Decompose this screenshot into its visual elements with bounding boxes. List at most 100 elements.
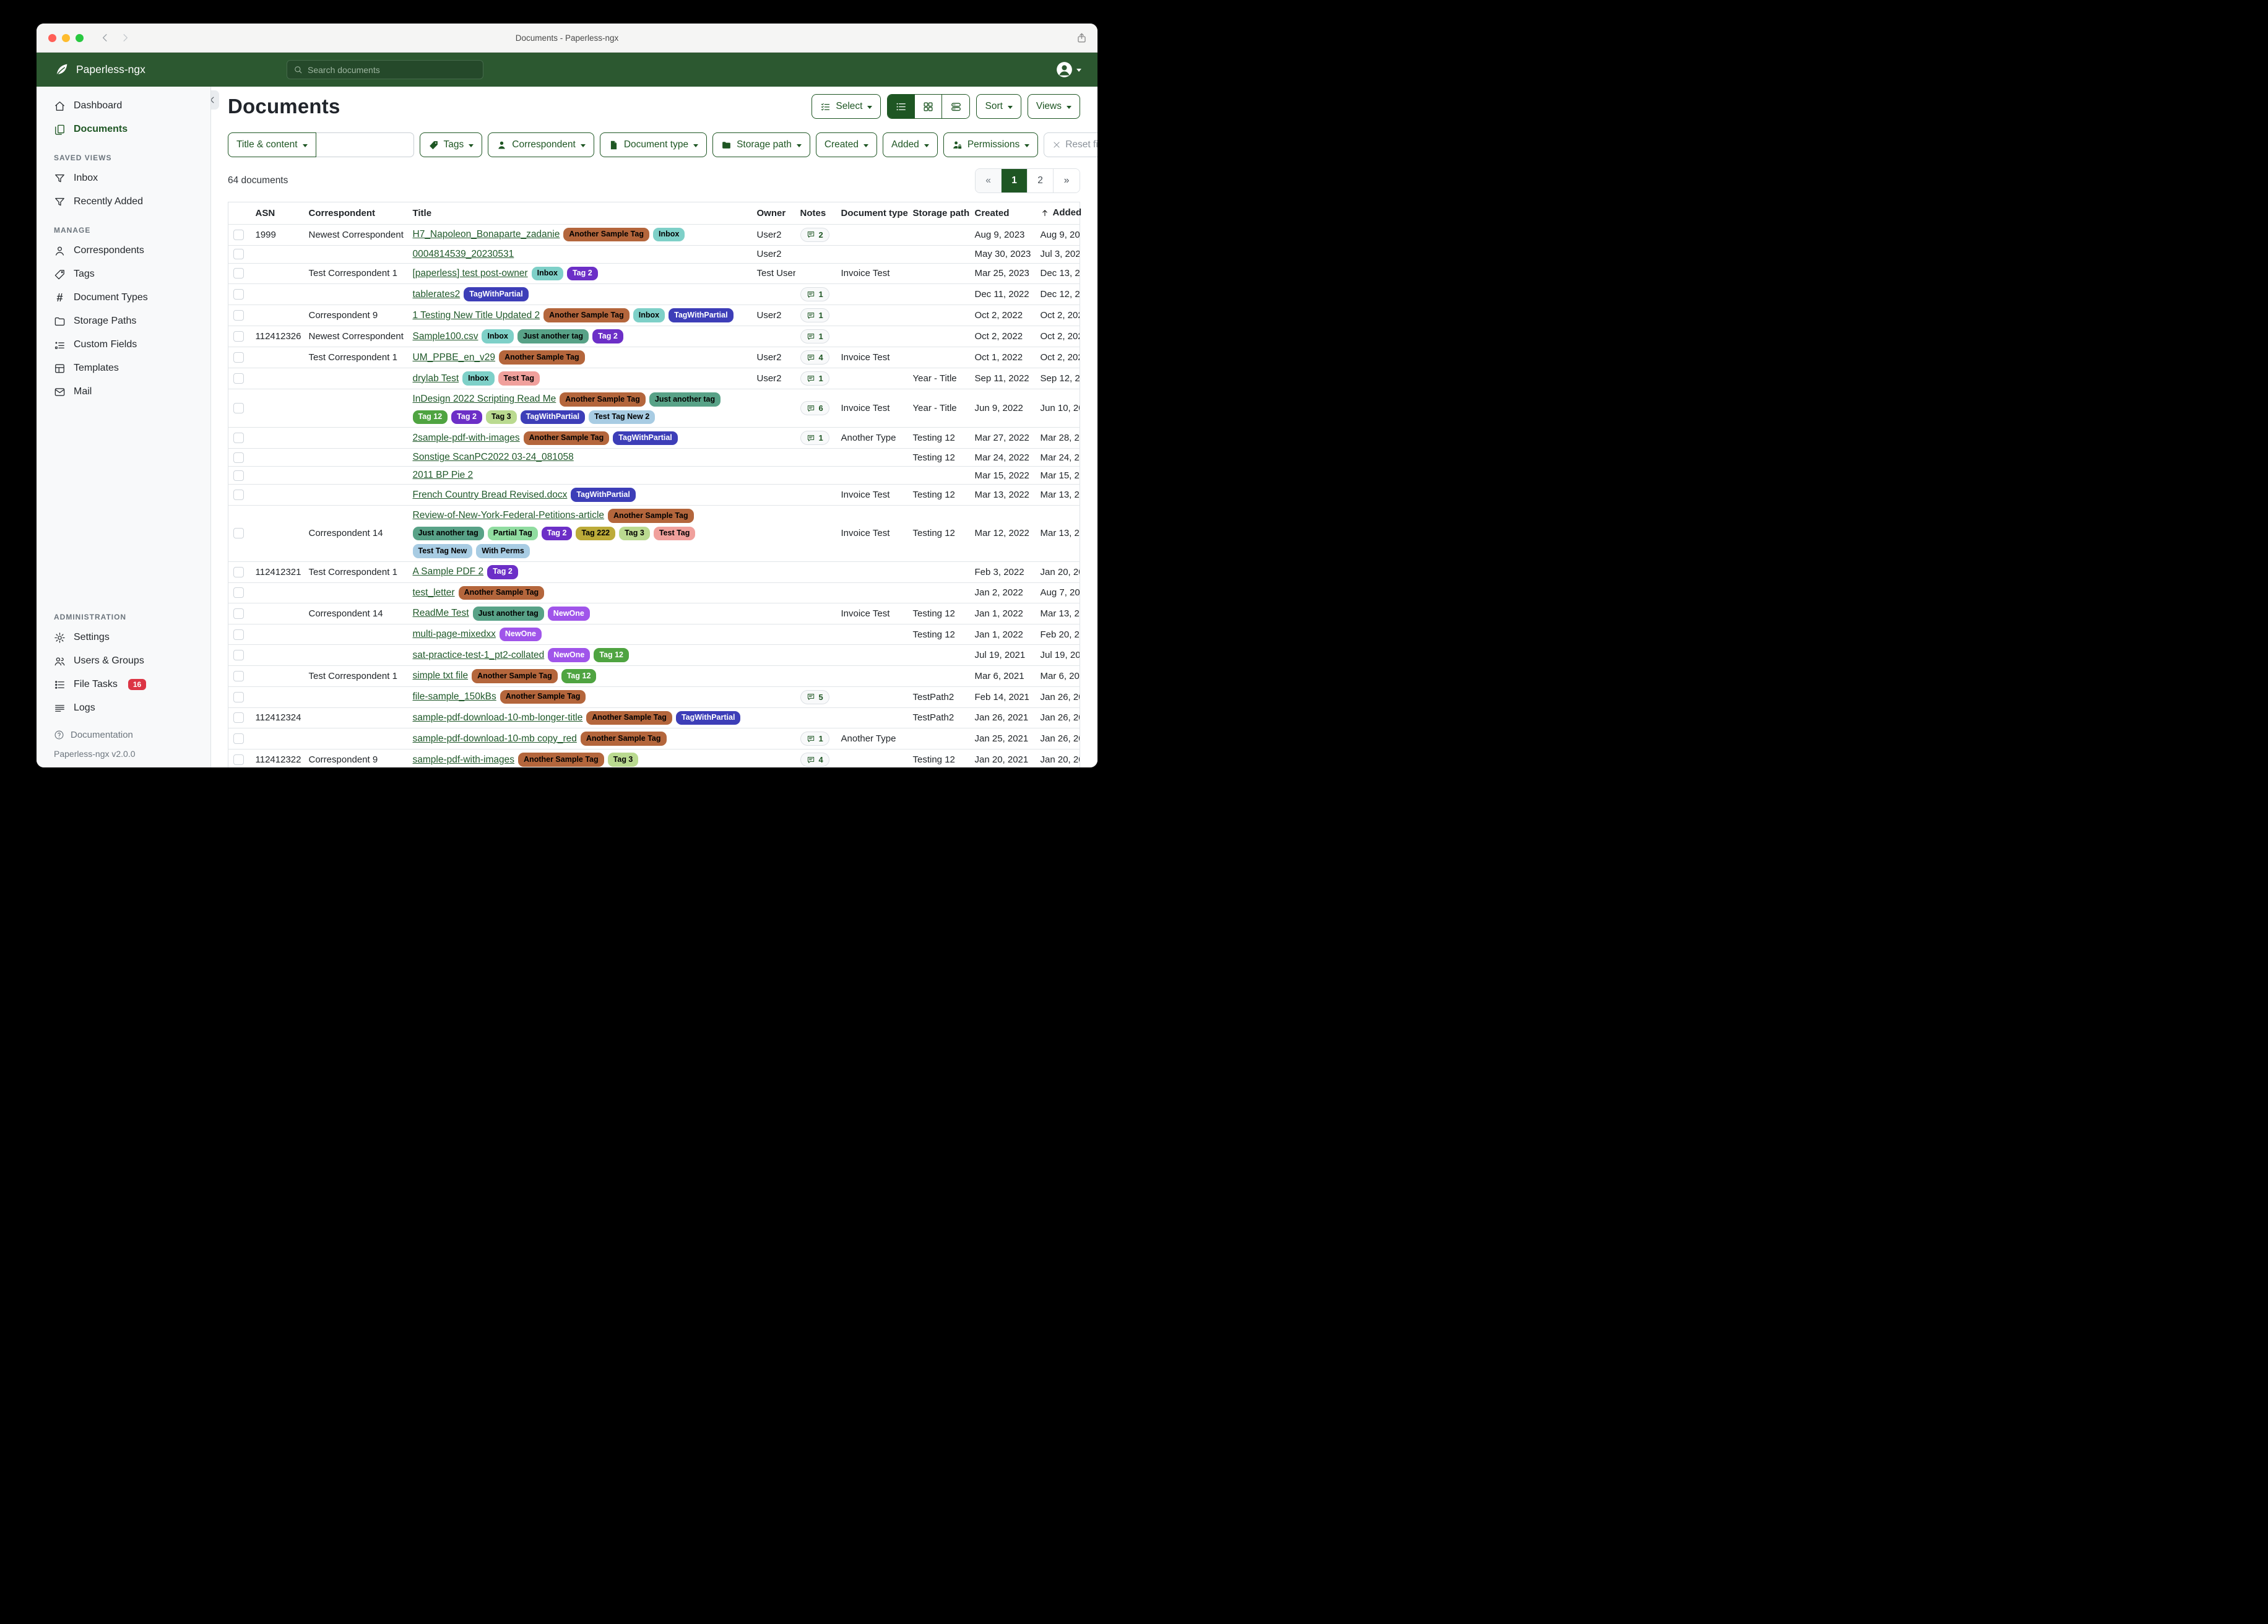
tag-badge[interactable]: Test Tag	[498, 371, 540, 386]
sidebar-collapse-button[interactable]	[211, 90, 219, 110]
correspondent-cell[interactable]	[303, 707, 408, 728]
document-title-link[interactable]: sample-pdf-download-10-mb-longer-title	[412, 712, 583, 723]
storage-path-cell[interactable]	[907, 665, 970, 687]
correspondent-cell[interactable]	[303, 283, 408, 305]
row-checkbox[interactable]	[233, 470, 244, 481]
document-type-cell[interactable]	[836, 326, 908, 347]
document-title-link[interactable]: 0004814539_20230531	[412, 248, 514, 259]
tag-badge[interactable]: Just another tag	[472, 607, 544, 621]
storage-path-cell[interactable]: Testing 12	[907, 603, 970, 624]
tag-badge[interactable]: Another Sample Tag	[472, 669, 558, 683]
tag-badge[interactable]: Test Tag New	[412, 544, 473, 558]
storage-path-cell[interactable]: Testing 12	[907, 623, 970, 645]
row-checkbox[interactable]	[233, 249, 244, 259]
tag-badge[interactable]: Just another tag	[517, 329, 589, 343]
row-checkbox[interactable]	[233, 670, 244, 681]
tag-badge[interactable]: TagWithPartial	[520, 410, 586, 425]
row-checkbox[interactable]	[233, 403, 244, 414]
document-type-cell[interactable]	[836, 623, 908, 645]
permissions-filter-button[interactable]: Permissions	[943, 132, 1039, 157]
document-type-cell[interactable]: Invoice Test	[836, 505, 908, 562]
user-menu[interactable]	[1056, 61, 1081, 78]
sidebar-item-settings[interactable]: Settings	[37, 626, 210, 649]
document-title-link[interactable]: ReadMe Test	[412, 608, 469, 619]
row-checkbox[interactable]	[233, 268, 244, 279]
notes-badge[interactable]: 6	[800, 401, 829, 416]
row-checkbox[interactable]	[233, 452, 244, 463]
select-button[interactable]: Select	[812, 94, 881, 119]
document-title-link[interactable]: tablerates2	[412, 288, 461, 300]
document-type-cell[interactable]	[836, 283, 908, 305]
row-checkbox[interactable]	[233, 373, 244, 384]
storage-path-cell[interactable]: Testing 12	[907, 427, 970, 449]
column-header-title[interactable]: Title	[412, 208, 432, 219]
correspondent-cell[interactable]	[303, 368, 408, 389]
reset-filters-button[interactable]: Reset filters	[1044, 132, 1097, 157]
tag-badge[interactable]: Inbox	[482, 329, 514, 343]
storage-path-cell[interactable]	[907, 304, 970, 326]
tag-badge[interactable]: Tag 3	[485, 410, 517, 425]
tag-badge[interactable]: TagWithPartial	[675, 710, 741, 725]
close-window-button[interactable]	[48, 33, 56, 42]
tag-badge[interactable]: Tag 2	[451, 410, 482, 425]
document-type-cell[interactable]: Another Type	[836, 427, 908, 449]
correspondent-cell[interactable]	[303, 448, 408, 467]
row-checkbox[interactable]	[233, 712, 244, 723]
document-type-cell[interactable]	[836, 665, 908, 687]
view-list-button[interactable]	[888, 95, 915, 118]
correspondent-cell[interactable]	[303, 644, 408, 666]
document-title-link[interactable]: 2sample-pdf-with-images	[412, 432, 520, 443]
correspondent-cell[interactable]	[303, 582, 408, 603]
tag-badge[interactable]: With Perms	[476, 544, 530, 558]
tag-badge[interactable]: Tag 222	[576, 526, 616, 541]
storage-path-cell[interactable]: Testing 12	[907, 749, 970, 767]
forward-icon[interactable]	[119, 32, 131, 43]
pagination-prev[interactable]: «	[976, 169, 1002, 192]
document-title-link[interactable]: drylab Test	[412, 373, 459, 384]
tags-filter-button[interactable]: Tags	[419, 132, 483, 157]
correspondent-cell[interactable]: Correspondent 14	[303, 603, 408, 624]
document-type-cell[interactable]	[836, 223, 908, 245]
sidebar-item-correspondents[interactable]: Correspondents	[37, 239, 210, 262]
search-box[interactable]	[287, 60, 483, 79]
pagination-next[interactable]: »	[1054, 169, 1080, 192]
sort-button[interactable]: Sort	[976, 94, 1021, 119]
row-checkbox[interactable]	[233, 229, 244, 240]
column-header-document-type[interactable]: Document type	[841, 208, 908, 219]
tag-badge[interactable]: TagWithPartial	[464, 287, 529, 301]
document-title-link[interactable]: InDesign 2022 Scripting Read Me	[412, 394, 556, 405]
row-checkbox[interactable]	[233, 587, 244, 598]
column-header-added[interactable]: Added	[1036, 202, 1081, 225]
tag-badge[interactable]: Tag 3	[607, 753, 639, 767]
row-checkbox[interactable]	[233, 754, 244, 766]
row-checkbox[interactable]	[233, 566, 244, 577]
row-checkbox[interactable]	[233, 650, 244, 661]
sidebar-item-custom-fields[interactable]: Custom Fields	[37, 333, 210, 356]
document-type-cell[interactable]	[836, 707, 908, 728]
correspondent-cell[interactable]: Test Correspondent 1	[303, 347, 408, 368]
correspondent-cell[interactable]: Correspondent 14	[303, 505, 408, 562]
column-header-asn[interactable]: ASN	[255, 208, 275, 219]
storage-path-cell[interactable]	[907, 223, 970, 245]
tag-badge[interactable]: Another Sample Tag	[560, 392, 646, 407]
tag-badge[interactable]: Inbox	[531, 266, 563, 281]
document-type-cell[interactable]: Invoice Test	[836, 603, 908, 624]
document-type-cell[interactable]	[836, 448, 908, 467]
document-title-link[interactable]: 2011 BP Pie 2	[412, 470, 474, 481]
correspondent-cell[interactable]	[303, 623, 408, 645]
row-checkbox[interactable]	[233, 733, 244, 745]
column-header-owner[interactable]: Owner	[756, 208, 786, 219]
document-type-cell[interactable]	[836, 644, 908, 666]
added-filter-button[interactable]: Added	[882, 132, 938, 157]
document-title-link[interactable]: multi-page-mixedxx	[412, 629, 496, 640]
tag-badge[interactable]: TagWithPartial	[613, 431, 678, 446]
tag-badge[interactable]: Tag 2	[592, 329, 623, 343]
row-checkbox[interactable]	[233, 433, 244, 444]
correspondent-cell[interactable]	[303, 466, 408, 485]
correspondent-cell[interactable]	[303, 244, 408, 263]
column-header-notes[interactable]: Notes	[800, 208, 826, 219]
storage-path-cell[interactable]: Testing 12	[907, 505, 970, 562]
tag-badge[interactable]: NewOne	[499, 627, 542, 642]
tag-badge[interactable]: Test Tag	[653, 526, 696, 541]
notes-badge[interactable]: 1	[800, 329, 829, 344]
